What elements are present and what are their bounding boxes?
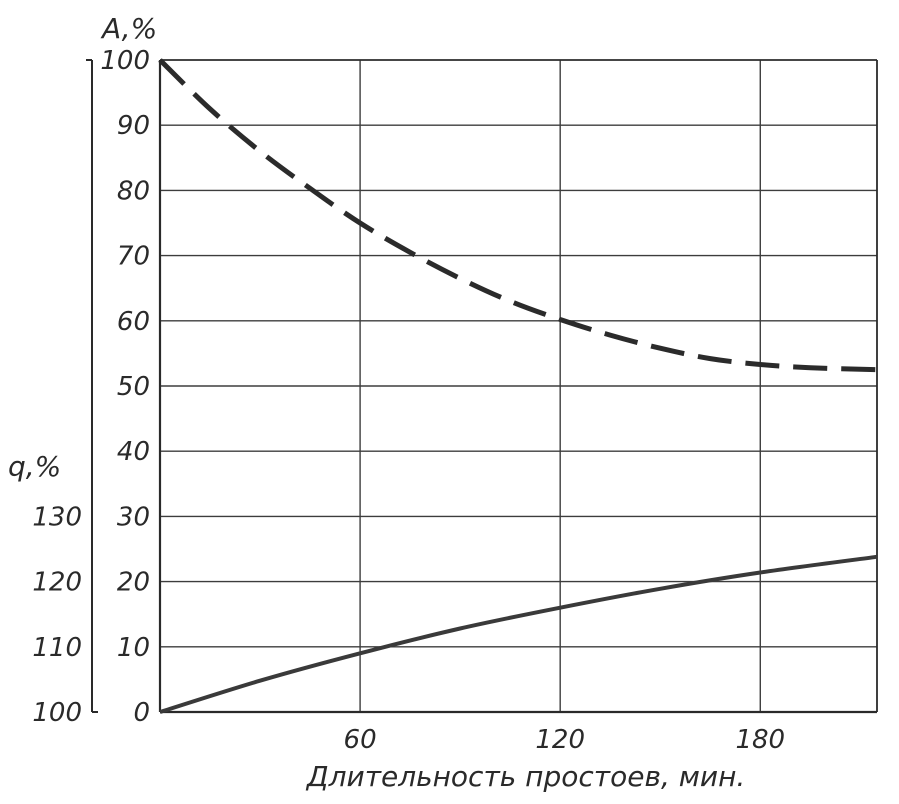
- y-tick-label: 80: [117, 176, 150, 206]
- axes: [86, 59, 878, 714]
- q-tick-label: 120: [32, 568, 82, 598]
- q-tick-label: 110: [32, 633, 82, 663]
- series: [158, 58, 878, 714]
- series-line-a: [158, 58, 878, 373]
- q-tick-label: 130: [32, 502, 82, 532]
- y-tick-label: 100: [100, 46, 150, 76]
- y-tick-label: 10: [117, 633, 150, 663]
- y-tick-label: 90: [117, 111, 150, 141]
- q-tick-label: 100: [32, 698, 82, 728]
- x-tick-label: 120: [535, 725, 585, 755]
- x-tick-label: 60: [344, 725, 377, 755]
- y-tick-label: 50: [117, 372, 150, 402]
- q-axis-title: q,%: [8, 450, 61, 483]
- y-tick-label: 40: [117, 437, 150, 467]
- x-tick-label: 180: [735, 725, 785, 755]
- x-axis-title: Длительность простоев, мин.: [305, 760, 746, 793]
- y-tick-label: 30: [117, 502, 150, 532]
- y-tick-label: 20: [117, 568, 150, 598]
- series-line-q: [159, 554, 878, 714]
- y-tick-label: 70: [117, 242, 150, 272]
- labels: 0 10 20 30 40 50 60 70 80 90 100 100 110 120 130 60 120 1…: [8, 12, 785, 793]
- y-axis-title: A,%: [100, 12, 157, 45]
- y-tick-label: 60: [117, 307, 150, 337]
- y-tick-label: 0: [133, 698, 150, 728]
